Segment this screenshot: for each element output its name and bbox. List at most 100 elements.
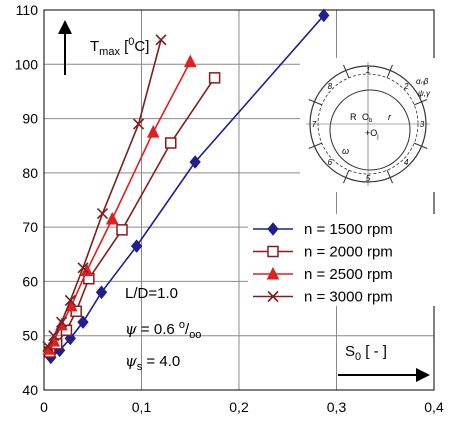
legend-item: n = 2500 rpm <box>253 266 393 283</box>
bearing-pad-number: 7 <box>312 120 317 129</box>
bearing-pad-number: 2 <box>403 82 409 91</box>
y-tick-label: 110 <box>16 2 39 18</box>
y-label-unit: C] <box>134 38 149 55</box>
series-group <box>42 8 330 365</box>
data-point <box>267 290 279 303</box>
legend-item: n = 3000 rpm <box>253 289 393 306</box>
data-point <box>266 266 280 280</box>
y-axis-label: Tmax [0C] <box>58 20 149 75</box>
y-tick-label: 90 <box>22 111 38 127</box>
x-label-main: S <box>345 343 355 360</box>
bearing-pad-divider <box>308 142 322 149</box>
legend-item: n = 1500 rpm <box>253 221 393 238</box>
x-axis-arrow-head <box>416 368 430 382</box>
annotation-ld: L/D=1.0 <box>125 285 178 302</box>
legend-label: n = 2000 rpm <box>304 244 393 261</box>
y-tick-label: 40 <box>22 382 38 398</box>
data-point <box>133 118 145 130</box>
bearing-label-Oj-sub: j <box>376 134 378 140</box>
data-point <box>95 285 108 300</box>
bearing-numbers: 1 2 3 4 5 6 7 8 <box>312 66 425 183</box>
annotation-psis-sub: s <box>137 361 143 373</box>
x-tick-label: 0 <box>40 399 48 415</box>
annotation-psis-value: = 4.0 <box>142 353 180 370</box>
y-axis-arrow-head <box>58 20 72 34</box>
annotation-psi-slash: / <box>185 321 190 338</box>
bearing-label-psi: ψ,γ <box>418 89 431 98</box>
legend-label: n = 1500 rpm <box>304 221 393 238</box>
y-tick-label: 80 <box>22 165 38 181</box>
bearing-label-Ob: O <box>362 112 369 122</box>
svg-text:+Oj: +Oj <box>365 128 379 140</box>
data-point <box>183 54 197 68</box>
legend-item: n = 2000 rpm <box>253 244 393 261</box>
data-point <box>318 8 330 23</box>
bearing-label-Oj: +O <box>365 128 377 138</box>
data-point <box>155 34 167 46</box>
data-point <box>96 208 109 220</box>
x-tick-label: 0,2 <box>229 399 249 415</box>
bearing-diagram: 1 2 3 4 5 6 7 8 R Ob +Oj r ω αₙβ ψ,γ <box>300 58 436 192</box>
annotations: L/D=1.0 ψ = 0.6 o/oo ψs = 4.0 <box>125 285 201 373</box>
svg-text:Ob: Ob <box>362 112 373 124</box>
bearing-label-alpha: αₙβ <box>416 77 429 86</box>
data-point <box>267 245 279 258</box>
bearing-pad-number: 1 <box>366 66 370 75</box>
bearing-label-R: R <box>350 112 357 122</box>
legend: n = 1500 rpm n = 2000 rpm n = 2500 rpm n = … <box>248 214 438 306</box>
bearing-pad-number: 6 <box>328 158 333 167</box>
data-point <box>55 316 68 328</box>
svg-text:S0 [ - ]: S0 [ - ] <box>345 343 387 363</box>
data-point <box>64 294 76 306</box>
y-tick-label: 60 <box>22 273 38 289</box>
x-axis-label: S0 [ - ] <box>338 343 430 382</box>
data-point <box>116 224 128 236</box>
data-point <box>77 315 89 329</box>
data-point <box>130 239 143 253</box>
y-tick-label: 100 <box>15 56 39 72</box>
y-label-main: T <box>90 38 99 55</box>
bearing-pad-divider <box>414 142 428 149</box>
y-label-rest: [ <box>120 38 129 55</box>
bearing-pad-divider <box>308 99 322 106</box>
data-point <box>42 341 54 353</box>
y-label-sub: max <box>99 46 120 58</box>
data-point <box>48 330 60 342</box>
plot-frame <box>43 9 435 391</box>
journal-circle <box>329 89 411 171</box>
bearing-label-omega: ω <box>342 146 349 156</box>
x-tick-label: 0,3 <box>327 399 347 415</box>
bearing-pad-divider <box>414 99 428 106</box>
svg-text:ψ = 0.6 o/oo: ψ = 0.6 o/oo <box>125 319 201 341</box>
bearing-pad-number: 8 <box>328 82 333 91</box>
data-point <box>165 137 177 149</box>
svg-text:Tmax [0C]: Tmax [0C] <box>90 36 149 58</box>
x-tick-label: 0,1 <box>132 399 152 415</box>
annotation-psi-sub: oo <box>189 329 201 341</box>
svg-text:ψs = 4.0: ψs = 4.0 <box>125 352 180 373</box>
data-point <box>189 155 201 169</box>
bearing-label-Ob-sub: b <box>369 118 373 124</box>
bearing-label-r: r <box>388 112 392 122</box>
legend-label: n = 2500 rpm <box>304 266 393 283</box>
bearing-pad-divider <box>386 170 393 184</box>
annotation-psis-symbol: ψ <box>125 352 137 370</box>
annotation-psi-sup: o <box>179 319 185 331</box>
bearing-pad-divider <box>343 170 350 184</box>
data-point <box>77 262 89 274</box>
x-label-sub: 0 <box>355 351 361 363</box>
bearing-pad-number: 5 <box>366 174 371 183</box>
bearing-pads <box>308 64 428 184</box>
bearing-pad-divider <box>343 64 350 78</box>
annotation-psi-value: = 0.6 <box>137 321 179 338</box>
data-point <box>267 222 279 236</box>
bearing-pad-number: 3 <box>420 120 425 129</box>
annotation-psi-symbol: ψ <box>125 320 137 338</box>
bearing-pad-number: 4 <box>404 158 409 167</box>
data-point <box>105 211 119 225</box>
y-tick-label: 70 <box>22 219 38 235</box>
y-tick-label: 50 <box>22 328 38 344</box>
y-label-sup: 0 <box>128 36 134 48</box>
